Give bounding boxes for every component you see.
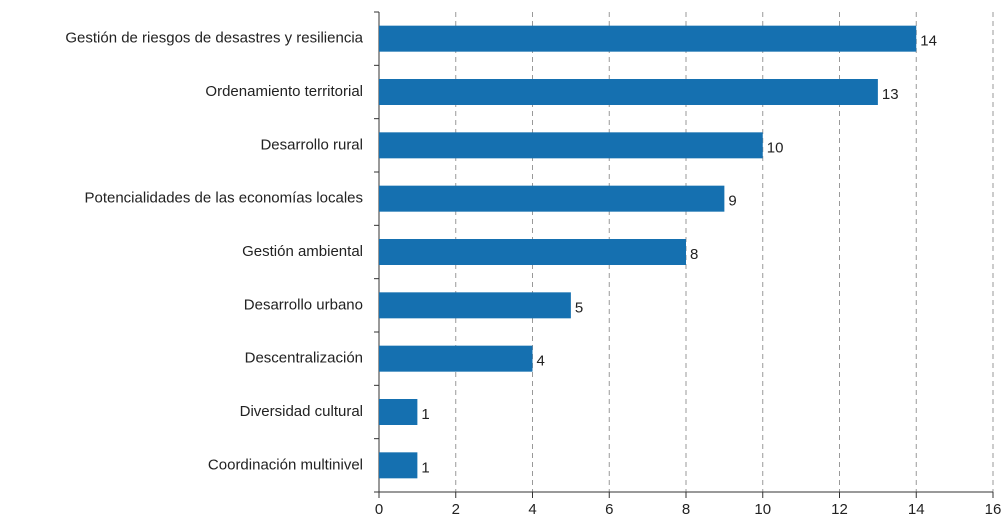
x-tick-label: 16 bbox=[985, 501, 1002, 518]
y-tick-label: Gestión de riesgos de desastres y resili… bbox=[65, 30, 363, 47]
bar bbox=[379, 399, 418, 425]
y-tick-label: Potencialidades de las economías locales bbox=[84, 190, 363, 207]
bar bbox=[379, 25, 917, 52]
y-tick-label: Gestión ambiental bbox=[242, 243, 363, 260]
x-tick-label: 10 bbox=[754, 501, 771, 518]
y-tick-label: Descentralización bbox=[245, 350, 363, 367]
y-tick-label: Desarrollo rural bbox=[260, 136, 363, 153]
value-label: 9 bbox=[728, 193, 736, 210]
bar bbox=[379, 452, 418, 479]
x-tick-label: 4 bbox=[528, 501, 536, 518]
bar bbox=[379, 185, 725, 212]
value-label: 5 bbox=[575, 299, 583, 316]
value-label: 1 bbox=[421, 406, 429, 423]
value-label: 10 bbox=[767, 139, 784, 156]
bar bbox=[379, 132, 763, 159]
value-label: 13 bbox=[882, 86, 899, 103]
bar bbox=[379, 292, 571, 319]
bar bbox=[379, 345, 533, 372]
value-label: 4 bbox=[537, 353, 545, 370]
x-tick-label: 2 bbox=[452, 501, 460, 518]
y-tick-label: Desarrollo urbano bbox=[244, 296, 363, 313]
x-tick-label: 6 bbox=[605, 501, 613, 518]
bar bbox=[379, 79, 878, 105]
value-label: 14 bbox=[920, 33, 937, 50]
x-tick-label: 8 bbox=[682, 501, 690, 518]
x-tick-label: 12 bbox=[831, 501, 848, 518]
y-tick-label: Coordinación multinivel bbox=[208, 456, 363, 473]
y-tick-label: Diversidad cultural bbox=[240, 403, 363, 420]
x-tick-label: 14 bbox=[908, 501, 925, 518]
y-tick-label: Ordenamiento territorial bbox=[205, 83, 363, 100]
x-tick-label: 0 bbox=[375, 501, 383, 518]
bar bbox=[379, 239, 686, 265]
value-label: 1 bbox=[421, 459, 429, 476]
value-label: 8 bbox=[690, 246, 698, 263]
